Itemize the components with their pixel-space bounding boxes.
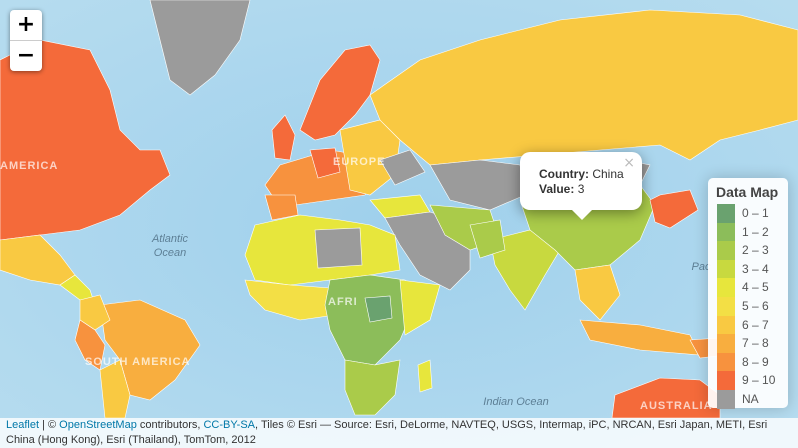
legend-swatch [717, 371, 735, 391]
label-australia: AUSTRALIA [640, 400, 713, 412]
license-link[interactable]: CC-BY-SA [203, 419, 256, 431]
attribution-contributors: contributors, [136, 419, 204, 431]
zoom-control: + − [10, 10, 42, 71]
country-argentina[interactable] [99, 359, 131, 419]
legend-swatch [717, 297, 735, 316]
label-europe: EUROPE [333, 156, 386, 168]
attribution-tiles-text: , Tiles © Esri — Source: Esri, DeLorme, … [6, 419, 768, 446]
country-popup: × Country: China Value: 3 [520, 152, 642, 220]
legend-swatch [717, 390, 735, 409]
legend-title: Data Map [716, 184, 779, 200]
country-south-sudan[interactable] [364, 295, 393, 323]
legend-label: NA [742, 392, 759, 406]
legend-label: 4 – 5 [742, 280, 769, 295]
country-iberia[interactable] [264, 194, 299, 221]
label-north-america: AMERICA [0, 160, 59, 172]
country-horn-africa[interactable] [399, 279, 441, 336]
country-korea-japan[interactable] [649, 189, 699, 229]
openstreetmap-link[interactable]: OpenStreetMap [59, 419, 137, 431]
attribution-bar: Leaflet | © OpenStreetMap contributors, … [0, 418, 798, 448]
legend-swatch [717, 241, 735, 261]
popup-close-button[interactable]: × [623, 155, 635, 171]
legend-label: 6 – 7 [742, 317, 769, 332]
legend-label: 3 – 4 [742, 261, 769, 276]
country-scandinavia[interactable] [299, 44, 381, 141]
country-usa-canada[interactable] [0, 39, 171, 241]
popup-country-value: China [592, 167, 624, 181]
legend-label: 0 – 1 [742, 206, 769, 220]
popup-value-key: Value: [539, 182, 575, 196]
country-west-africa[interactable] [244, 279, 336, 321]
country-uk[interactable] [271, 114, 296, 161]
legend-label: 2 – 3 [742, 243, 769, 258]
country-colombia[interactable] [79, 294, 111, 331]
label-africa: AFRI [328, 296, 358, 308]
legend-label: 5 – 6 [742, 299, 769, 313]
country-brazil[interactable] [99, 299, 201, 401]
zoom-in-button[interactable]: + [10, 10, 42, 41]
legend-swatch [717, 278, 735, 298]
legend-swatch [717, 222, 735, 242]
map-legend: Data Map 0 – 1 1 – 2 2 – 3 3 – 4 4 – 5 5 – 6 6… [708, 178, 788, 409]
legend-label: 1 – 2 [742, 224, 769, 239]
legend-swatch [717, 204, 735, 223]
attribution-separator: | © [39, 419, 60, 431]
label-indian-ocean: Indian Ocean [483, 396, 549, 408]
country-ukraine[interactable] [379, 149, 426, 186]
leaflet-link[interactable]: Leaflet [6, 419, 40, 431]
legend-label: 9 – 10 [742, 373, 776, 388]
country-libya-egypt[interactable] [314, 227, 363, 269]
label-south-america: SOUTH AMERICA [85, 356, 191, 368]
popup-country-key: Country: [539, 167, 589, 181]
country-southern-africa[interactable] [344, 359, 401, 416]
zoom-out-button[interactable]: − [16, 43, 36, 68]
country-greenland[interactable] [149, 0, 251, 96]
country-madagascar[interactable] [417, 359, 433, 393]
legend-swatch [717, 334, 735, 354]
legend-swatch [717, 352, 735, 372]
popup-content: Country: China Value: 3 [539, 167, 624, 197]
label-atlantic-ocean: Atlantic Ocean [151, 233, 189, 259]
country-southeast-asia[interactable] [574, 264, 621, 321]
legend-label: 8 – 9 [742, 354, 769, 369]
legend-swatch [717, 315, 735, 335]
popup-tip [572, 210, 592, 220]
country-germany[interactable] [309, 147, 341, 179]
legend-swatch [717, 259, 735, 279]
legend-label: 7 – 8 [742, 336, 769, 351]
label-pacific-ocean: Pac [691, 261, 711, 273]
country-pakistan[interactable] [469, 219, 506, 259]
popup-value-value: 3 [577, 182, 585, 196]
